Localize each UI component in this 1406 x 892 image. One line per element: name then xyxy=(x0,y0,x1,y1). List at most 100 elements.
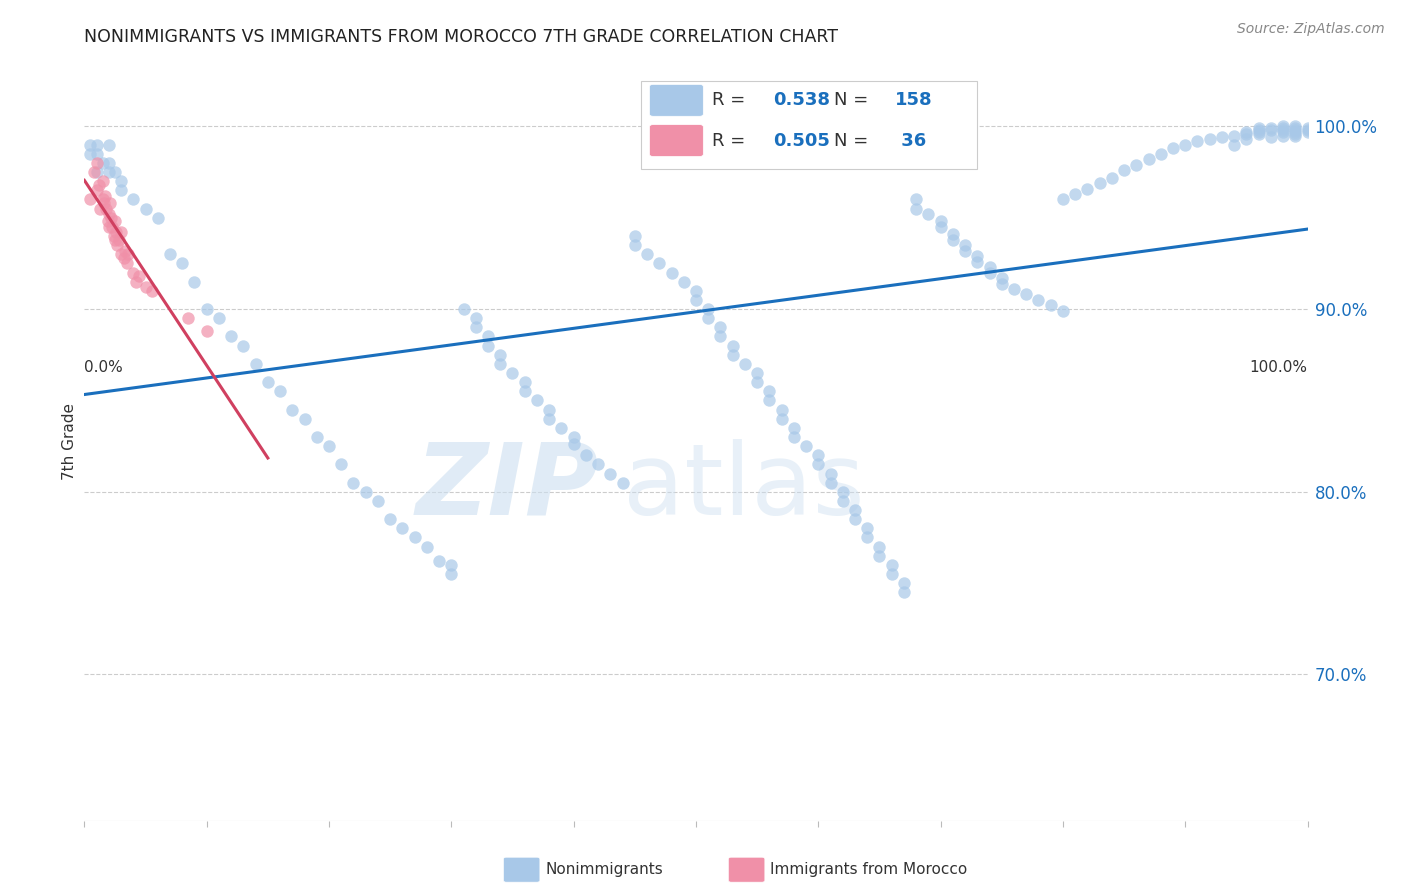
Point xyxy=(97,214,120,228)
Point xyxy=(159,247,181,261)
Point xyxy=(477,338,499,352)
Text: 0.505: 0.505 xyxy=(773,131,830,150)
Point xyxy=(94,189,117,203)
Point xyxy=(1260,130,1282,145)
Point xyxy=(110,183,132,197)
Point xyxy=(98,196,121,211)
Point xyxy=(1272,125,1295,139)
Point xyxy=(110,174,132,188)
Point xyxy=(747,366,769,380)
Point xyxy=(1223,137,1246,152)
Point xyxy=(380,512,402,526)
Point xyxy=(104,214,127,228)
Point xyxy=(135,280,157,294)
Point xyxy=(172,256,194,270)
Point xyxy=(1284,127,1306,141)
Point xyxy=(709,329,731,343)
Text: R =: R = xyxy=(711,131,751,150)
Point xyxy=(1296,123,1319,137)
Point xyxy=(1088,176,1111,190)
Point xyxy=(115,256,138,270)
Point xyxy=(269,384,291,399)
Point xyxy=(1198,132,1220,146)
Point xyxy=(330,458,353,472)
Point xyxy=(1272,123,1295,137)
Point xyxy=(141,284,163,298)
Point xyxy=(91,193,114,207)
Point xyxy=(93,196,115,211)
Point xyxy=(758,384,780,399)
Point xyxy=(942,227,965,242)
Point xyxy=(125,275,148,289)
Point xyxy=(183,275,205,289)
Point xyxy=(953,244,976,258)
Point xyxy=(1076,181,1098,195)
Point xyxy=(550,421,572,435)
Point xyxy=(1284,128,1306,143)
Point xyxy=(685,284,707,298)
Point xyxy=(97,207,120,221)
Point xyxy=(208,311,231,326)
Point xyxy=(440,558,463,572)
Text: 36: 36 xyxy=(896,131,927,150)
Point xyxy=(1015,287,1038,301)
Point xyxy=(318,439,340,453)
Point xyxy=(697,311,720,326)
Text: ZIP: ZIP xyxy=(415,439,598,535)
Point xyxy=(844,503,866,517)
Point xyxy=(110,225,132,239)
Point xyxy=(1187,134,1209,148)
Point xyxy=(281,402,304,417)
Point xyxy=(1284,120,1306,134)
Point xyxy=(86,183,108,197)
Point xyxy=(195,302,218,317)
Point xyxy=(122,266,145,280)
Point xyxy=(1064,186,1087,201)
Point xyxy=(104,233,127,247)
Point xyxy=(79,146,101,161)
Point xyxy=(612,475,634,490)
Text: Immigrants from Morocco: Immigrants from Morocco xyxy=(770,863,967,877)
Point xyxy=(1052,193,1074,207)
Point xyxy=(1236,127,1258,141)
Point xyxy=(648,256,671,270)
Point xyxy=(97,137,120,152)
Point xyxy=(114,244,136,258)
Point xyxy=(83,165,105,179)
Point xyxy=(104,165,127,179)
Point xyxy=(101,219,124,234)
Point xyxy=(869,549,891,563)
Text: N =: N = xyxy=(834,91,875,110)
Point xyxy=(953,238,976,252)
Point xyxy=(489,348,512,362)
Point xyxy=(86,137,108,152)
Point xyxy=(257,375,280,389)
Point xyxy=(905,202,928,216)
Point xyxy=(97,165,120,179)
Point xyxy=(880,566,903,581)
Point xyxy=(1284,125,1306,139)
Point xyxy=(783,421,806,435)
Point xyxy=(404,531,426,545)
Point xyxy=(1247,125,1270,139)
Point xyxy=(1284,123,1306,137)
Point xyxy=(586,458,609,472)
Point xyxy=(856,531,879,545)
Point xyxy=(942,233,965,247)
Point xyxy=(966,249,988,263)
Point xyxy=(734,357,756,371)
Point xyxy=(1150,146,1173,161)
Point xyxy=(477,329,499,343)
Point xyxy=(219,329,242,343)
Point xyxy=(709,320,731,334)
Point xyxy=(105,225,128,239)
Point xyxy=(1002,282,1025,296)
Point xyxy=(1101,170,1123,185)
Point xyxy=(697,302,720,317)
Point xyxy=(1272,128,1295,143)
Point xyxy=(721,338,744,352)
Point xyxy=(1114,163,1136,178)
Point xyxy=(856,521,879,535)
Point xyxy=(538,402,561,417)
Point xyxy=(1236,132,1258,146)
